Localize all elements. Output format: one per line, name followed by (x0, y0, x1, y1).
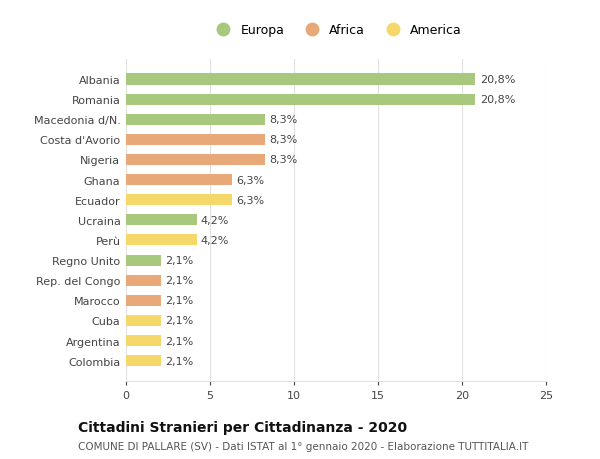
Bar (126, 74, 475, 85)
Text: Cittadini Stranieri per Cittadinanza - 2020: Cittadini Stranieri per Cittadinanza - 2… (78, 420, 407, 434)
Text: 6,3%: 6,3% (236, 175, 264, 185)
Bar (126, 295, 161, 306)
Text: 4,2%: 4,2% (201, 235, 229, 246)
Text: COMUNE DI PALLARE (SV) - Dati ISTAT al 1° gennaio 2020 - Elaborazione TUTTITALIA: COMUNE DI PALLARE (SV) - Dati ISTAT al 1… (78, 441, 529, 451)
Text: 8,3%: 8,3% (269, 155, 298, 165)
Bar (126, 215, 197, 226)
Bar (126, 315, 161, 326)
Bar (126, 335, 161, 346)
Bar (126, 275, 161, 286)
Bar (126, 95, 475, 106)
Bar (126, 155, 265, 166)
Bar (126, 195, 232, 206)
Text: 2,1%: 2,1% (166, 316, 194, 326)
Bar (126, 114, 265, 125)
Text: 2,1%: 2,1% (166, 275, 194, 285)
Text: 20,8%: 20,8% (479, 75, 515, 85)
Text: 4,2%: 4,2% (201, 215, 229, 225)
Text: 2,1%: 2,1% (166, 296, 194, 306)
Text: 2,1%: 2,1% (166, 356, 194, 366)
Legend: Europa, Africa, America: Europa, Africa, America (210, 24, 462, 37)
Bar (126, 235, 197, 246)
Text: 20,8%: 20,8% (479, 95, 515, 105)
Text: 2,1%: 2,1% (166, 256, 194, 265)
Bar (126, 134, 265, 146)
Text: 8,3%: 8,3% (269, 135, 298, 145)
Text: 6,3%: 6,3% (236, 195, 264, 205)
Bar (126, 174, 232, 186)
Bar (126, 255, 161, 266)
Text: 8,3%: 8,3% (269, 115, 298, 125)
Bar (126, 355, 161, 366)
Text: 2,1%: 2,1% (166, 336, 194, 346)
